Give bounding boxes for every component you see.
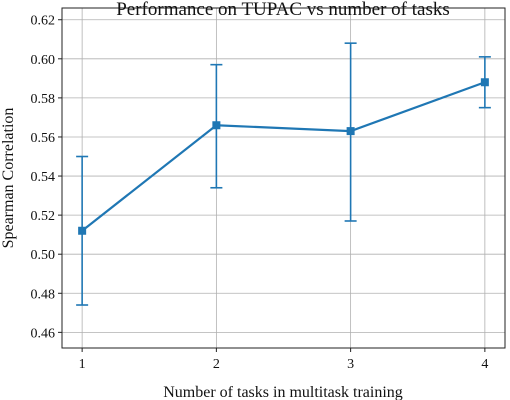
series-line (81, 81, 486, 232)
x-tick-label: 4 (481, 357, 488, 372)
data-point (212, 121, 221, 130)
data-point (78, 226, 87, 235)
chart-title: Performance on TUPAC vs number of tasks (116, 0, 450, 20)
y-axis-label: Spearman Correlation (0, 108, 17, 249)
x-tick-label: 1 (79, 357, 86, 372)
x-axis-ticks: 1 2 3 4 (79, 348, 488, 372)
y-tick-label: 0.52 (31, 209, 56, 224)
y-tick-label: 0.54 (31, 170, 56, 185)
y-axis-ticks: 0.46 0.48 0.50 0.52 0.54 0.56 0.58 0.60 0.62 (31, 14, 62, 341)
y-tick-label: 0.58 (31, 92, 56, 107)
x-tick-label: 3 (347, 357, 354, 372)
y-tick-label: 0.50 (31, 248, 56, 263)
grid (62, 8, 505, 348)
data-point (480, 78, 489, 87)
y-tick-label: 0.62 (31, 14, 56, 29)
y-tick-label: 0.60 (31, 53, 56, 68)
y-tick-label: 0.46 (31, 326, 56, 341)
y-tick-label: 0.56 (31, 131, 56, 146)
y-tick-label: 0.48 (31, 287, 56, 302)
x-axis-label: Number of tasks in multitask training (163, 384, 403, 400)
series-group (76, 42, 491, 306)
plot-frame (61, 7, 506, 349)
data-point (346, 127, 355, 136)
x-tick-label: 2 (213, 357, 220, 372)
